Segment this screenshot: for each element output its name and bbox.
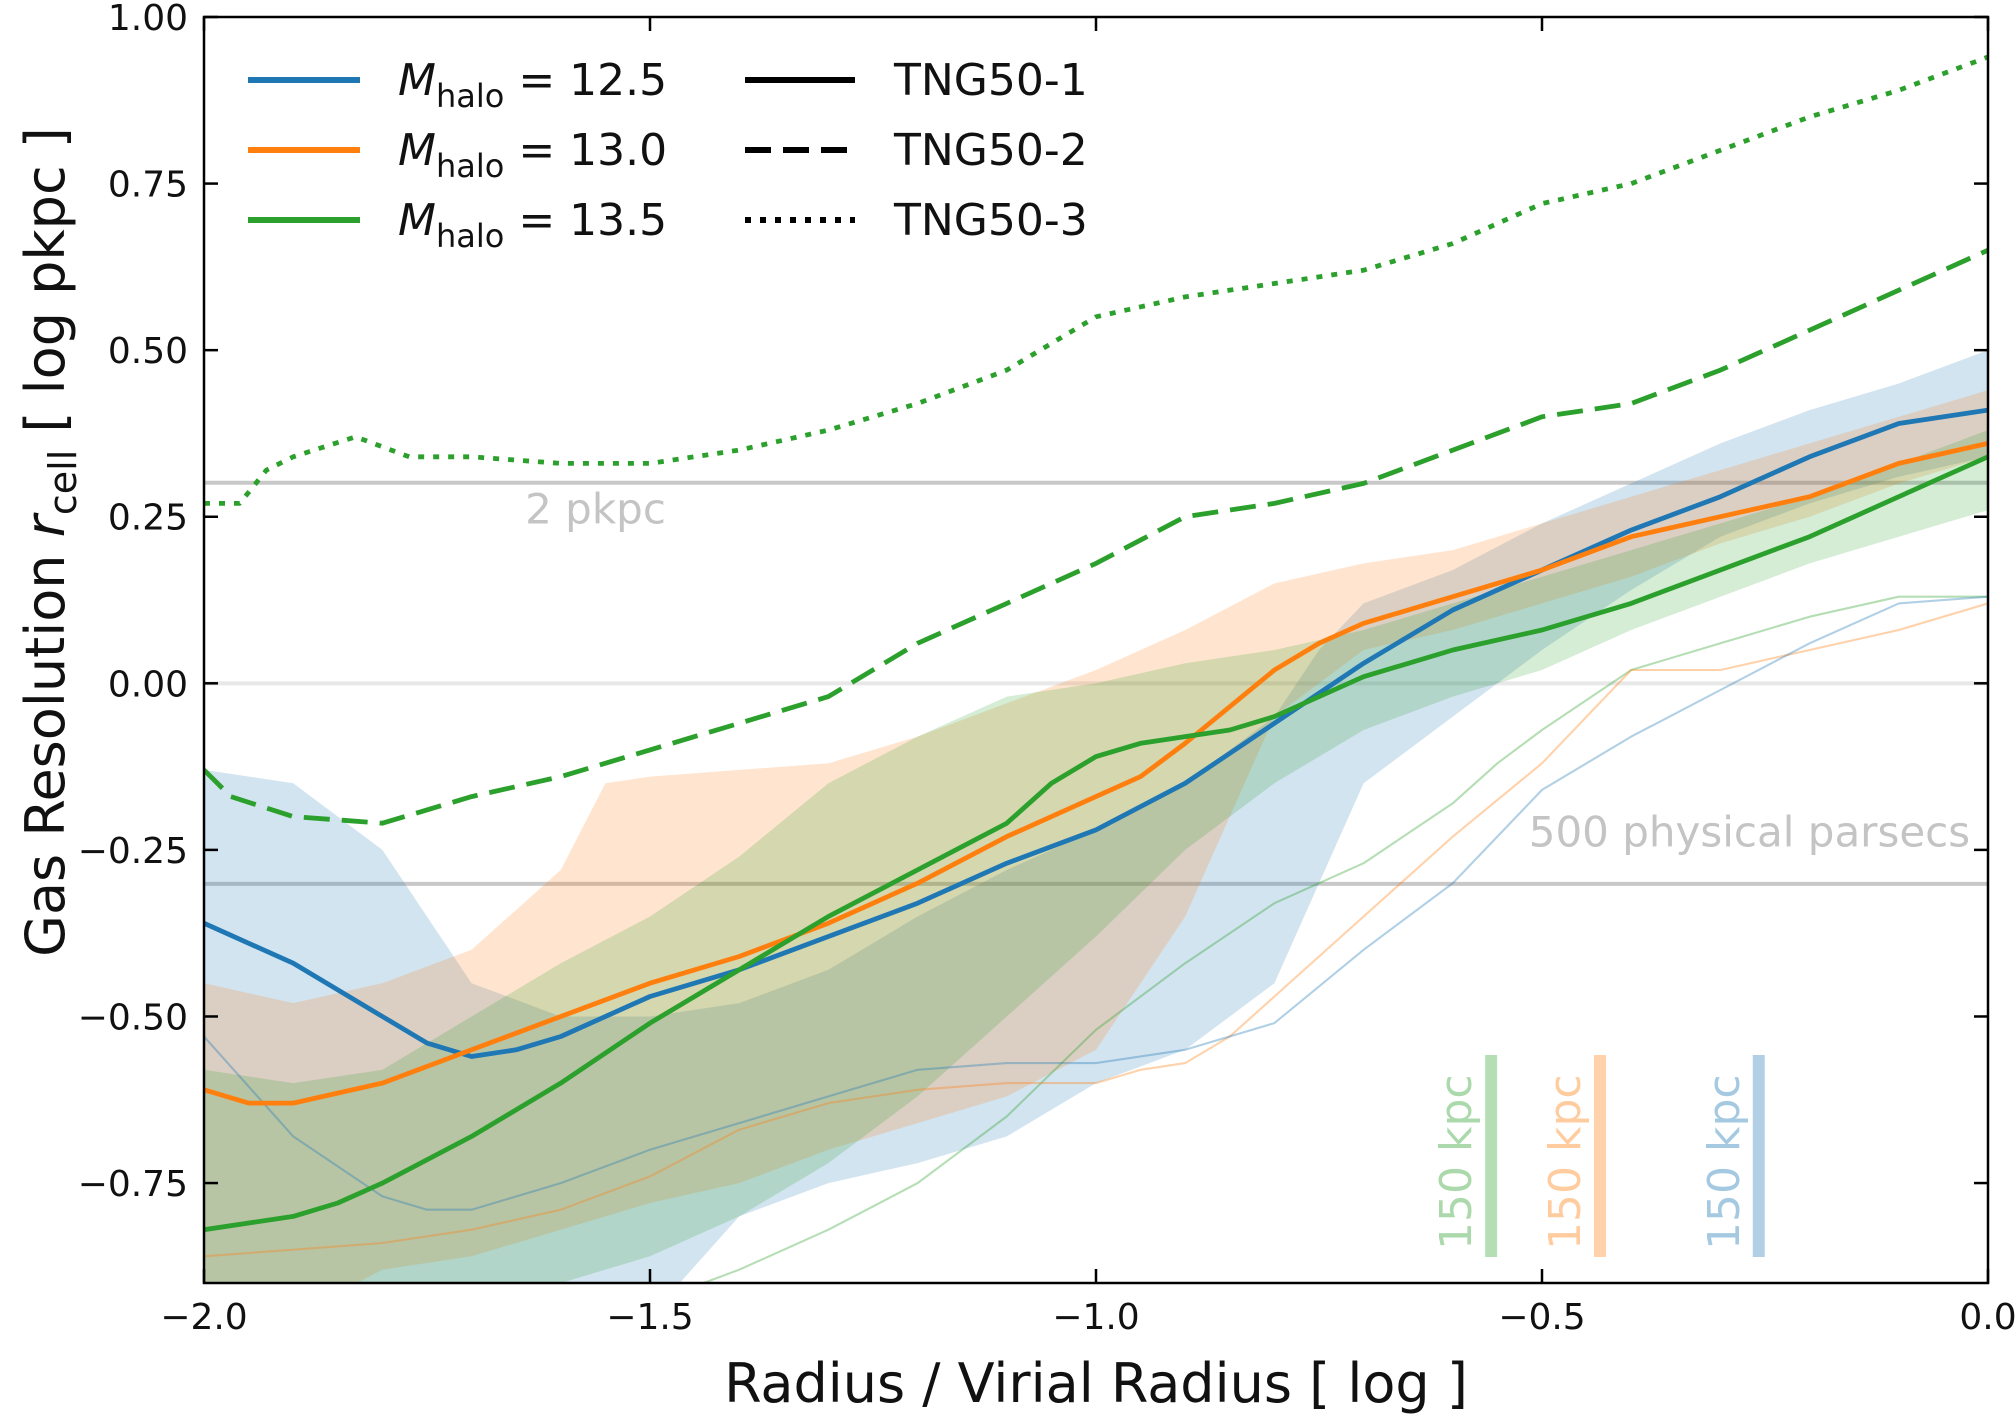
legend-mass-label-2: Mhalo = 13.5 bbox=[398, 195, 667, 255]
legend-style-label-1: TNG50-2 bbox=[893, 125, 1088, 176]
series-line-2 bbox=[204, 595, 1988, 1211]
x-tick-label-1: −1.5 bbox=[606, 1297, 693, 1338]
legend-style-label-0: TNG50-1 bbox=[893, 55, 1088, 106]
y-tick-label-2: −0.25 bbox=[78, 831, 188, 872]
legend-mass-var-1: M bbox=[398, 125, 436, 176]
y-tick-label-6: 0.75 bbox=[108, 165, 188, 206]
y-tick-label-5: 0.50 bbox=[108, 331, 188, 372]
reference-label-2: 500 physical parsecs bbox=[1529, 808, 1970, 857]
legend-mass-sub-0: halo bbox=[436, 77, 504, 115]
x-tick-label-0: −2.0 bbox=[160, 1297, 247, 1338]
series-line-0 bbox=[700, 595, 1988, 1283]
x-tick-label-3: −0.5 bbox=[1498, 1297, 1585, 1338]
legend-mass-value-1: = 13.0 bbox=[504, 125, 667, 176]
legend-mass-value-2: = 13.5 bbox=[504, 195, 667, 246]
y-tick-label-7: 1.00 bbox=[108, 0, 188, 39]
y-tick-label-0: −0.75 bbox=[78, 1164, 188, 1205]
legend-mass-label-0: Mhalo = 12.5 bbox=[398, 55, 667, 115]
y-axis-label-sub: cell bbox=[41, 450, 85, 515]
y-axis-label-var: r bbox=[14, 512, 77, 537]
legend-mass-value-0: = 12.5 bbox=[504, 55, 667, 106]
series-line-5 bbox=[204, 407, 1988, 1059]
y-tick-label-3: 0.00 bbox=[108, 664, 188, 705]
y-tick-label-1: −0.50 bbox=[78, 997, 188, 1038]
series-line-7 bbox=[204, 454, 1988, 1233]
legend-mass-var-0: M bbox=[398, 55, 436, 106]
y-tick-label-4: 0.25 bbox=[108, 498, 188, 539]
series-line-4 bbox=[204, 248, 1988, 826]
legend-mass-sub-1: halo bbox=[436, 147, 504, 185]
x-tick-label-2: −1.0 bbox=[1052, 1297, 1139, 1338]
series-line-1 bbox=[204, 602, 1988, 1258]
series-line-3 bbox=[204, 54, 1988, 506]
scale-bar-label-2: 150 kpc bbox=[1699, 1074, 1750, 1250]
legend-style-label-2: TNG50-3 bbox=[893, 195, 1088, 246]
x-tick-label-4: 0.0 bbox=[1959, 1297, 2016, 1338]
y-axis-label: Gas Resolution rcell [ log pkpc ] bbox=[14, 127, 85, 957]
legend-mass-var-2: M bbox=[398, 195, 436, 246]
legend-mass-sub-2: halo bbox=[436, 217, 504, 255]
reference-label-0: 2 pkpc bbox=[525, 484, 666, 533]
scatter-band-0 bbox=[204, 350, 1988, 1283]
y-axis-label-post: [ log pkpc ] bbox=[14, 127, 77, 450]
scale-bar-label-1: 150 kpc bbox=[1540, 1074, 1591, 1250]
scatter-band-2 bbox=[204, 430, 1988, 1283]
scale-bar-label-0: 150 kpc bbox=[1431, 1074, 1482, 1250]
legend-mass-label-1: Mhalo = 13.0 bbox=[398, 125, 667, 185]
x-axis-label: Radius / Virial Radius [ log ] bbox=[724, 1352, 1468, 1415]
scatter-band-1 bbox=[204, 390, 1988, 1283]
series-line-6 bbox=[204, 441, 1988, 1106]
y-axis-label-pre: Gas Resolution bbox=[14, 537, 77, 957]
